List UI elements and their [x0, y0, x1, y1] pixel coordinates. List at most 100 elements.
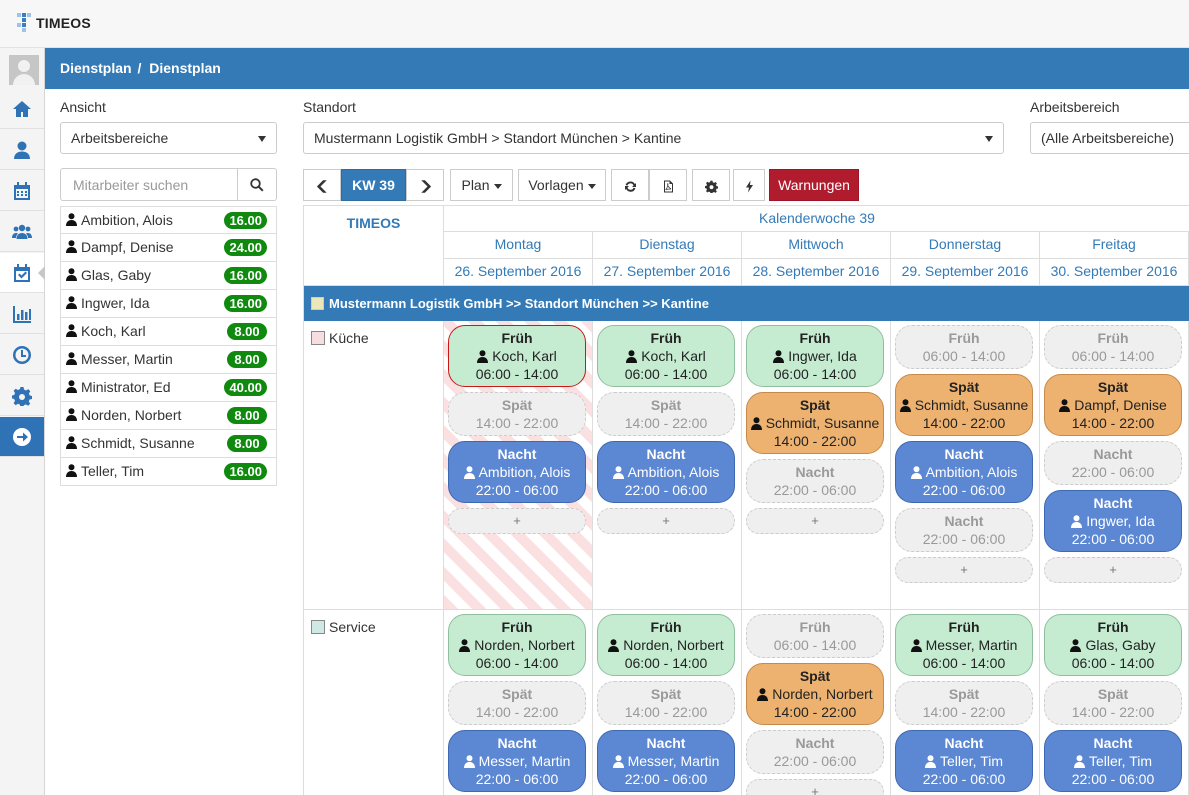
- open-shift-slot[interactable]: Spät 14:00 - 22:00: [448, 681, 586, 725]
- day-date[interactable]: 30. September 2016: [1040, 259, 1189, 286]
- shift-time: 06:00 - 14:00: [773, 366, 857, 382]
- shift-card[interactable]: Früh Koch, Karl 06:00 - 14:00: [448, 325, 586, 387]
- shift-card[interactable]: Spät Norden, Norbert 14:00 - 22:00: [746, 663, 884, 725]
- vorlagen-dropdown[interactable]: Vorlagen: [518, 169, 606, 201]
- day-cell[interactable]: Früh Norden, Norbert 06:00 - 14:00 Spät 14:0…: [444, 610, 593, 795]
- open-shift-slot[interactable]: Nacht 22:00 - 06:00: [895, 508, 1033, 552]
- search-input[interactable]: [61, 169, 238, 200]
- day-name[interactable]: Donnerstag: [891, 232, 1040, 259]
- shift-card[interactable]: Früh Messer, Martin 06:00 - 14:00: [895, 614, 1033, 676]
- shift-card[interactable]: Nacht Teller, Tim 22:00 - 06:00: [1044, 730, 1182, 792]
- day-cell[interactable]: Früh 06:00 - 14:00 Spät Dampf, Denise 14:00 …: [1040, 321, 1189, 610]
- standort-select[interactable]: Mustermann Logistik GmbH > Standort Münc…: [303, 122, 1004, 154]
- day-cell[interactable]: Früh Norden, Norbert 06:00 - 14:00 Spät 14:0…: [593, 610, 742, 795]
- open-shift-slot[interactable]: Spät 14:00 - 22:00: [597, 392, 735, 436]
- day-cell[interactable]: Früh 06:00 - 14:00 Spät Norden, Norbert 14:0…: [742, 610, 891, 795]
- employee-row[interactable]: Glas, Gaby 16.00: [60, 262, 277, 290]
- add-shift-button[interactable]: +: [448, 508, 586, 534]
- next-week-button[interactable]: [406, 169, 444, 201]
- nav-team[interactable]: [0, 212, 44, 252]
- employee-row[interactable]: Ingwer, Ida 16.00: [60, 290, 277, 318]
- nav-reports[interactable]: [0, 294, 44, 334]
- employee-row[interactable]: Dampf, Denise 24.00: [60, 234, 277, 262]
- shift-card[interactable]: Früh Koch, Karl 06:00 - 14:00: [597, 325, 735, 387]
- add-shift-button[interactable]: +: [895, 557, 1033, 583]
- nav-time[interactable]: [0, 335, 44, 375]
- nav-schedule[interactable]: [0, 253, 45, 293]
- prev-week-button[interactable]: [303, 169, 341, 201]
- add-shift-button[interactable]: +: [746, 508, 884, 534]
- assignee-name: Norden, Norbert: [623, 637, 724, 653]
- day-name[interactable]: Mittwoch: [742, 232, 891, 259]
- shift-card[interactable]: Nacht Ambition, Alois 22:00 - 06:00: [448, 441, 586, 503]
- shift-card[interactable]: Früh Norden, Norbert 06:00 - 14:00: [597, 614, 735, 676]
- day-date[interactable]: 29. September 2016: [891, 259, 1040, 286]
- timeos-logo[interactable]: TIMEOS: [12, 13, 91, 33]
- shift-card[interactable]: Spät Schmidt, Susanne 14:00 - 22:00: [895, 374, 1033, 436]
- employee-row[interactable]: Messer, Martin 8.00: [60, 346, 277, 374]
- add-shift-button[interactable]: +: [1044, 557, 1182, 583]
- open-shift-slot[interactable]: Spät 14:00 - 22:00: [1044, 681, 1182, 725]
- open-shift-slot[interactable]: Spät 14:00 - 22:00: [895, 681, 1033, 725]
- day-cell[interactable]: Früh Messer, Martin 06:00 - 14:00 Spät 14:00…: [891, 610, 1040, 795]
- refresh-button[interactable]: [611, 169, 649, 201]
- day-cell[interactable]: Früh 06:00 - 14:00 Spät Schmidt, Susanne 14:…: [891, 321, 1040, 610]
- employee-row[interactable]: Ambition, Alois 16.00: [60, 206, 277, 234]
- shift-time: 06:00 - 14:00: [773, 637, 857, 653]
- shift-card[interactable]: Nacht Ambition, Alois 22:00 - 06:00: [597, 441, 735, 503]
- day-cell[interactable]: Früh Koch, Karl 06:00 - 14:00 Spät 14:00 - 2…: [444, 321, 593, 610]
- nav-calendar[interactable]: [0, 171, 44, 211]
- shift-time: 06:00 - 14:00: [624, 366, 708, 382]
- plan-dropdown[interactable]: Plan: [450, 169, 513, 201]
- day-name[interactable]: Montag: [444, 232, 593, 259]
- shift-card[interactable]: Spät Dampf, Denise 14:00 - 22:00: [1044, 374, 1182, 436]
- avatar[interactable]: [9, 55, 39, 85]
- day-cell[interactable]: Früh Ingwer, Ida 06:00 - 14:00 Spät Schmidt,…: [742, 321, 891, 610]
- open-shift-slot[interactable]: Früh 06:00 - 14:00: [1044, 325, 1182, 369]
- day-cell[interactable]: Früh Koch, Karl 06:00 - 14:00 Spät 14:00 - 2…: [593, 321, 742, 610]
- add-shift-button[interactable]: +: [597, 508, 735, 534]
- day-date[interactable]: 27. September 2016: [593, 259, 742, 286]
- nav-go[interactable]: [0, 417, 44, 457]
- nav-home[interactable]: [0, 89, 44, 129]
- day-name[interactable]: Freitag: [1040, 232, 1189, 259]
- shift-card[interactable]: Nacht Ingwer, Ida 22:00 - 06:00: [1044, 490, 1182, 552]
- pdf-button[interactable]: [649, 169, 687, 201]
- assignee-name: Koch, Karl: [641, 348, 706, 364]
- nav-user[interactable]: [0, 130, 44, 170]
- employee-row[interactable]: Norden, Norbert 8.00: [60, 402, 277, 430]
- open-shift-slot[interactable]: Nacht 22:00 - 06:00: [746, 730, 884, 774]
- warnings-button[interactable]: Warnungen: [769, 169, 859, 201]
- search-button[interactable]: [238, 169, 276, 200]
- ansicht-select[interactable]: Arbeitsbereiche: [60, 122, 277, 154]
- shift-card[interactable]: Spät Schmidt, Susanne 14:00 - 22:00: [746, 392, 884, 454]
- day-name[interactable]: Dienstag: [593, 232, 742, 259]
- day-date[interactable]: 28. September 2016: [742, 259, 891, 286]
- add-shift-button[interactable]: +: [746, 779, 884, 795]
- open-shift-slot[interactable]: Früh 06:00 - 14:00: [895, 325, 1033, 369]
- employee-row[interactable]: Ministrator, Ed 40.00: [60, 374, 277, 402]
- arbeitsbereich-select[interactable]: (Alle Arbeitsbereiche): [1030, 122, 1189, 154]
- shift-card[interactable]: Früh Glas, Gaby 06:00 - 14:00: [1044, 614, 1182, 676]
- shift-card[interactable]: Nacht Teller, Tim 22:00 - 06:00: [895, 730, 1033, 792]
- open-shift-slot[interactable]: Spät 14:00 - 22:00: [448, 392, 586, 436]
- shift-card[interactable]: Nacht Messer, Martin 22:00 - 06:00: [448, 730, 586, 792]
- open-shift-slot[interactable]: Früh 06:00 - 14:00: [746, 614, 884, 658]
- shift-card[interactable]: Früh Ingwer, Ida 06:00 - 14:00: [746, 325, 884, 387]
- day-cell[interactable]: Früh Glas, Gaby 06:00 - 14:00 Spät 14:00 - 2…: [1040, 610, 1189, 795]
- employee-row[interactable]: Schmidt, Susanne 8.00: [60, 430, 277, 458]
- employee-row[interactable]: Teller, Tim 16.00: [60, 458, 277, 486]
- shift-card[interactable]: Nacht Messer, Martin 22:00 - 06:00: [597, 730, 735, 792]
- employee-row[interactable]: Koch, Karl 8.00: [60, 318, 277, 346]
- settings-button[interactable]: [692, 169, 730, 201]
- flash-button[interactable]: [733, 169, 765, 201]
- day-date[interactable]: 26. September 2016: [444, 259, 593, 286]
- shift-card[interactable]: Früh Norden, Norbert 06:00 - 14:00: [448, 614, 586, 676]
- nav-settings[interactable]: [0, 376, 44, 416]
- open-shift-slot[interactable]: Nacht 22:00 - 06:00: [746, 459, 884, 503]
- open-shift-slot[interactable]: Spät 14:00 - 22:00: [597, 681, 735, 725]
- open-shift-slot[interactable]: Nacht 22:00 - 06:00: [1044, 441, 1182, 485]
- week-button[interactable]: KW 39: [341, 169, 406, 201]
- breadcrumb-root[interactable]: Dienstplan: [60, 60, 132, 76]
- shift-card[interactable]: Nacht Ambition, Alois 22:00 - 06:00: [895, 441, 1033, 503]
